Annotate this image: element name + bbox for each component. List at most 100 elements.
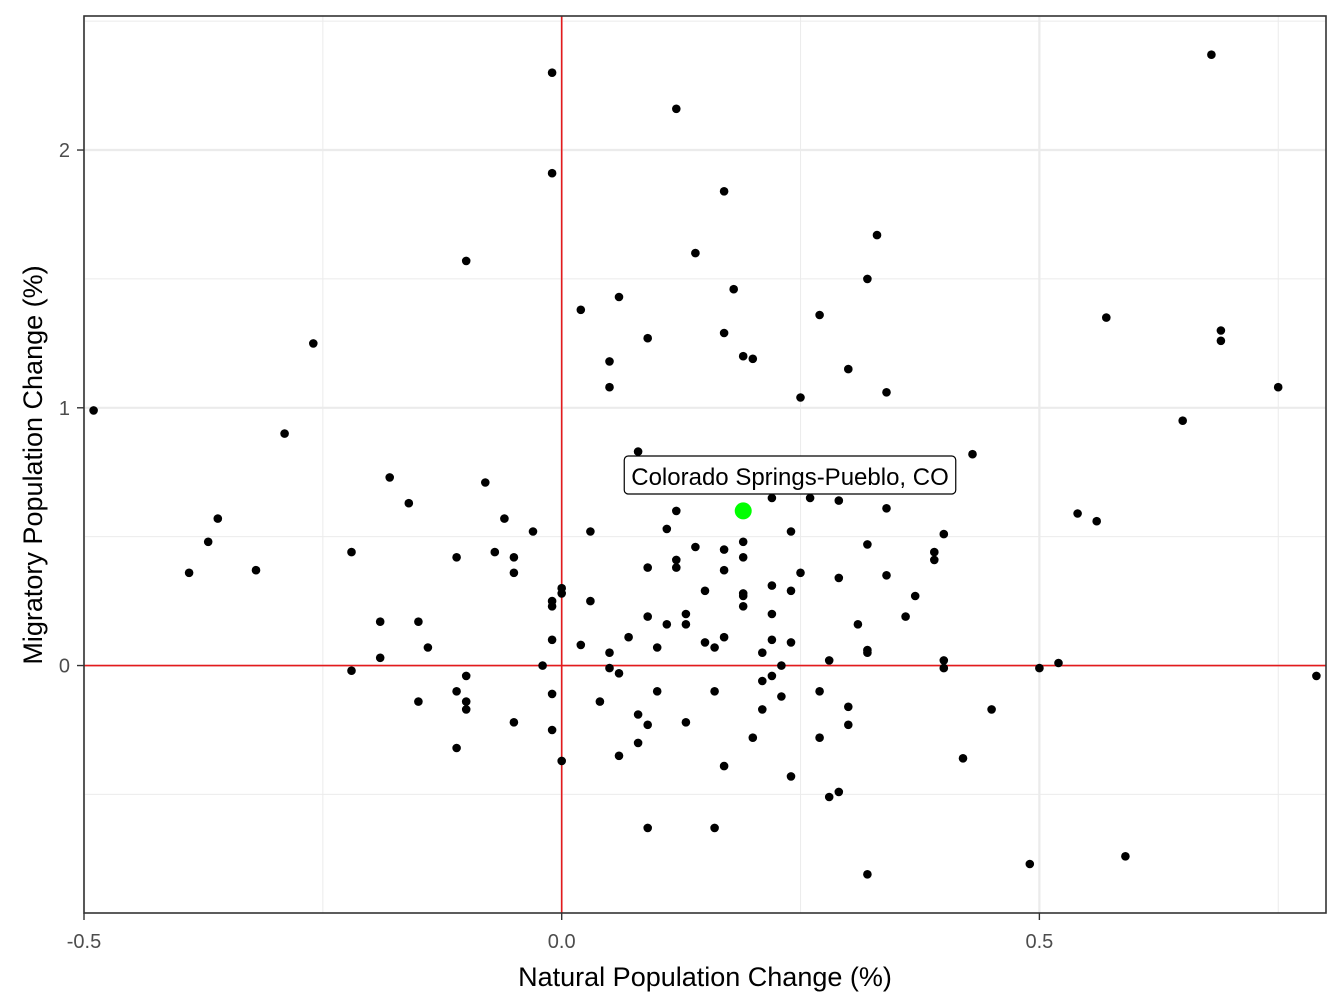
data-point bbox=[767, 581, 777, 590]
data-point bbox=[844, 720, 853, 730]
minor-gridlines bbox=[84, 16, 1326, 913]
y-axis: 0 1 2 bbox=[59, 140, 84, 678]
data-point bbox=[758, 648, 767, 657]
data-points bbox=[89, 50, 1321, 879]
data-point bbox=[738, 351, 748, 361]
data-point bbox=[586, 527, 595, 536]
data-point bbox=[605, 382, 614, 392]
data-point bbox=[1312, 671, 1321, 681]
data-point bbox=[509, 568, 519, 578]
data-point bbox=[758, 705, 767, 714]
data-point bbox=[681, 609, 691, 619]
data-point bbox=[633, 447, 643, 456]
data-point bbox=[872, 230, 882, 240]
x-tick-label: 0.0 bbox=[548, 931, 576, 953]
y-tick-label: 2 bbox=[59, 140, 70, 162]
data-point bbox=[901, 612, 910, 621]
data-point bbox=[710, 643, 719, 652]
data-point bbox=[834, 787, 844, 797]
data-point bbox=[547, 168, 557, 178]
data-point bbox=[547, 68, 557, 77]
data-point bbox=[633, 738, 643, 748]
data-point bbox=[786, 772, 796, 781]
y-axis-title: Migratory Population Change (%) bbox=[18, 265, 48, 664]
plot-border bbox=[83, 15, 1327, 914]
data-point bbox=[309, 339, 318, 348]
data-point bbox=[815, 687, 824, 696]
data-point bbox=[614, 669, 624, 678]
data-point bbox=[614, 292, 624, 302]
x-axis-title: Natural Population Change (%) bbox=[518, 962, 892, 992]
data-point bbox=[958, 754, 968, 763]
data-point bbox=[1178, 416, 1187, 426]
data-point bbox=[681, 718, 691, 727]
data-point bbox=[595, 697, 605, 706]
data-point bbox=[691, 248, 700, 258]
data-point bbox=[347, 666, 356, 675]
data-point bbox=[815, 310, 824, 320]
data-point bbox=[767, 493, 777, 503]
data-point bbox=[509, 718, 519, 727]
data-point bbox=[719, 565, 729, 575]
data-point bbox=[452, 743, 461, 753]
data-point bbox=[1073, 509, 1082, 518]
data-point bbox=[251, 565, 261, 575]
data-point bbox=[385, 473, 395, 482]
data-point bbox=[1273, 382, 1283, 392]
data-point bbox=[643, 612, 652, 621]
data-point bbox=[481, 478, 490, 487]
data-point bbox=[748, 354, 758, 364]
data-point bbox=[834, 573, 844, 583]
data-point bbox=[461, 256, 471, 266]
data-point bbox=[423, 643, 433, 652]
data-point bbox=[930, 555, 939, 565]
data-point bbox=[89, 406, 98, 415]
data-point bbox=[547, 725, 557, 735]
data-point bbox=[863, 540, 872, 549]
data-point bbox=[557, 756, 566, 766]
data-point bbox=[767, 635, 777, 645]
highlight-label-box bbox=[623, 455, 957, 495]
data-point bbox=[824, 656, 834, 665]
data-point bbox=[528, 527, 538, 536]
data-point bbox=[557, 589, 566, 598]
data-point bbox=[738, 591, 748, 601]
data-point bbox=[738, 537, 748, 547]
data-point bbox=[700, 638, 710, 647]
data-point bbox=[576, 640, 586, 650]
y-tick-label: 1 bbox=[59, 398, 70, 420]
data-point bbox=[347, 547, 356, 557]
data-point bbox=[375, 617, 385, 626]
data-point bbox=[710, 823, 719, 833]
data-point bbox=[939, 663, 949, 673]
data-point bbox=[414, 617, 423, 626]
data-point bbox=[452, 687, 461, 696]
data-point bbox=[719, 632, 729, 642]
data-point bbox=[930, 547, 939, 557]
x-axis: -0.5 0.0 0.5 bbox=[67, 913, 1053, 953]
data-point bbox=[1121, 852, 1130, 861]
data-point bbox=[710, 687, 719, 696]
data-point bbox=[452, 553, 461, 562]
data-point bbox=[576, 305, 586, 315]
data-point bbox=[939, 656, 949, 665]
data-point bbox=[1035, 663, 1044, 673]
data-point bbox=[910, 591, 920, 601]
data-point bbox=[404, 498, 414, 508]
data-point bbox=[605, 648, 614, 657]
data-point bbox=[624, 632, 633, 642]
data-point bbox=[796, 393, 805, 402]
data-point bbox=[672, 506, 681, 516]
data-point bbox=[1207, 50, 1216, 59]
data-point bbox=[633, 710, 643, 719]
highlight-group: Colorado Springs-Pueblo, CO bbox=[623, 455, 957, 520]
data-point bbox=[509, 553, 519, 562]
data-point bbox=[863, 870, 872, 879]
data-point bbox=[414, 697, 423, 706]
data-point bbox=[662, 524, 672, 534]
data-point bbox=[824, 792, 834, 802]
data-point bbox=[1092, 516, 1101, 526]
y-tick-label: 0 bbox=[59, 656, 70, 678]
data-point bbox=[1102, 313, 1111, 322]
